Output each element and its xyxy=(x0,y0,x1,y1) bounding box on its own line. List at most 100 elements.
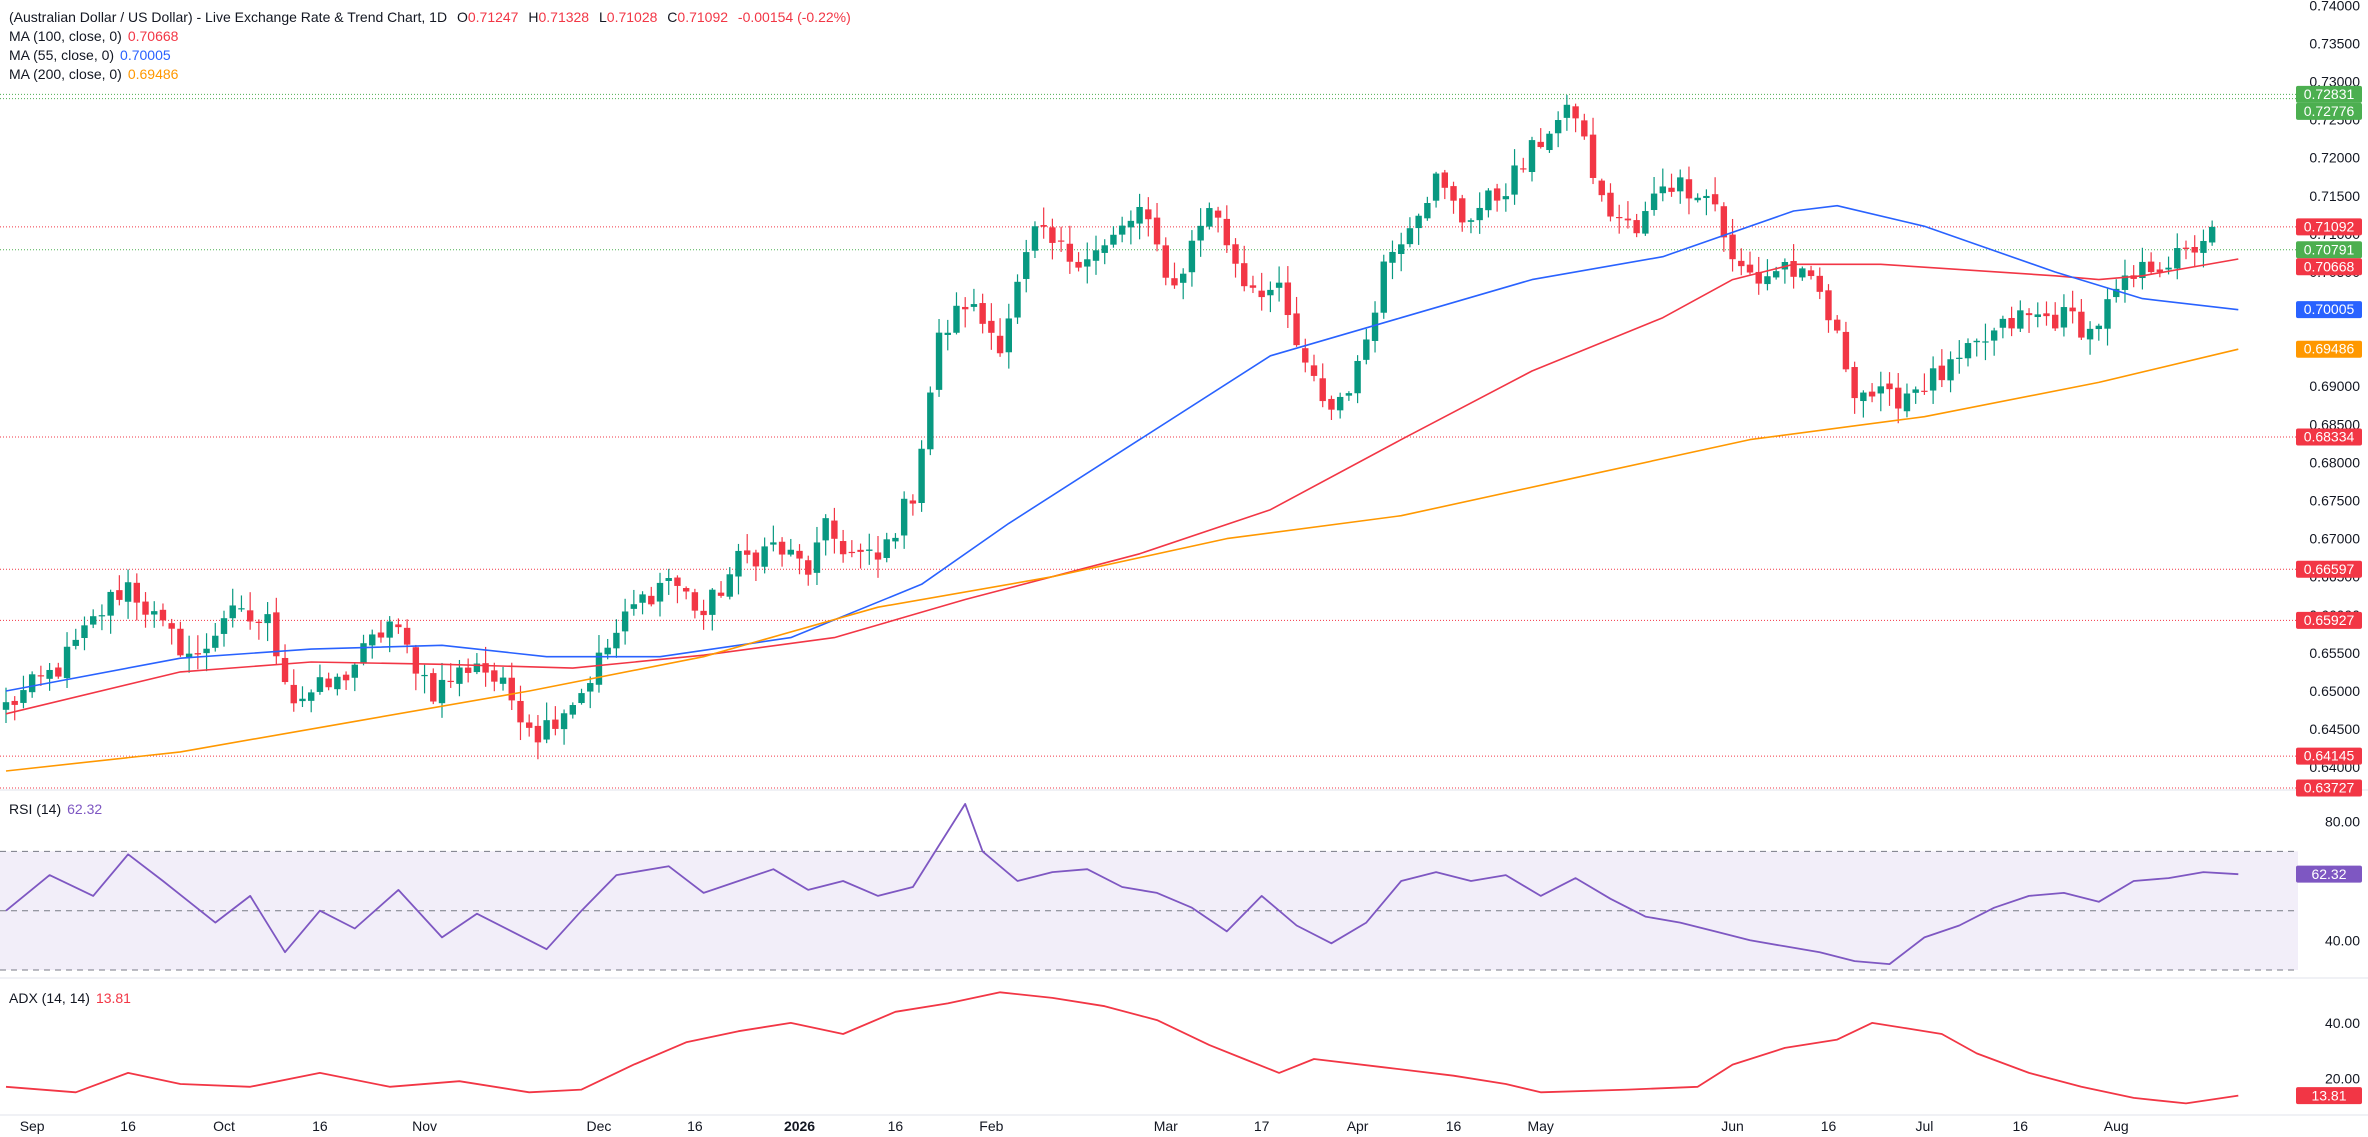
candle-down xyxy=(1868,391,1876,397)
candle-up xyxy=(107,591,114,616)
candle-down xyxy=(848,551,856,554)
candle-up xyxy=(900,498,908,536)
candle-up xyxy=(560,713,568,730)
price-tick-label: 0.68000 xyxy=(2309,454,2360,470)
candle-up xyxy=(1903,393,1911,412)
candle-down xyxy=(377,632,385,638)
time-tick-label: 16 xyxy=(687,1118,703,1134)
candle-down xyxy=(1066,243,1074,262)
candle-up xyxy=(1380,261,1387,313)
price-axis: 0.740000.735000.730000.725000.720000.715… xyxy=(2309,0,2360,1086)
candle-down xyxy=(691,592,699,611)
candle-up xyxy=(299,698,306,702)
time-tick-label: 16 xyxy=(1821,1118,1837,1134)
candle-up xyxy=(1371,312,1379,341)
candle-down xyxy=(1711,194,1719,205)
candle-down xyxy=(1249,285,1257,288)
candle-up xyxy=(1406,228,1414,245)
candle-up xyxy=(1136,206,1143,224)
rsi-legend[interactable]: RSI (14) 62.32 xyxy=(9,801,103,817)
time-tick-label: Aug xyxy=(2104,1118,2129,1134)
candle-down xyxy=(1938,365,1946,381)
candle-up xyxy=(569,705,576,715)
candle-up xyxy=(770,542,777,545)
ma100-legend[interactable]: MA (100, close, 0) 0.70668 xyxy=(9,28,179,44)
candle-down xyxy=(1493,188,1501,201)
ma55-value: 0.70005 xyxy=(120,47,171,63)
ma200-legend[interactable]: MA (200, close, 0) 0.69486 xyxy=(9,66,179,82)
price-tag-label: 0.66597 xyxy=(2304,561,2355,577)
candle-down xyxy=(1633,220,1640,234)
candle-down xyxy=(1607,192,1614,217)
price-tag xyxy=(2296,85,2362,103)
candle-up xyxy=(1110,234,1117,245)
candle-up xyxy=(1929,368,1937,391)
candle-down xyxy=(325,678,332,688)
time-tick-label: Oct xyxy=(213,1118,235,1134)
candle-up xyxy=(1180,273,1187,283)
price-tag-label: 0.65927 xyxy=(2304,612,2355,628)
candle-down xyxy=(2156,269,2164,273)
candle-down xyxy=(1738,260,1745,267)
candle-down xyxy=(526,722,533,728)
candle-down xyxy=(1834,319,1841,331)
candle-up xyxy=(151,611,158,615)
moving-averages xyxy=(5,204,2239,772)
candle-up xyxy=(1956,357,1963,359)
ma55-legend[interactable]: MA (55, close, 0) 0.70005 xyxy=(9,47,171,63)
candle-down xyxy=(700,610,707,616)
candle-down xyxy=(1075,261,1082,268)
candle-down xyxy=(2191,247,2198,253)
price-tag xyxy=(2296,218,2362,236)
candle-up xyxy=(813,542,821,573)
price-tick-label: 0.65500 xyxy=(2309,645,2360,661)
time-tick-label: Feb xyxy=(979,1118,1003,1134)
time-tick-label: Mar xyxy=(1154,1118,1178,1134)
time-tick-label: Dec xyxy=(587,1118,612,1134)
candle-down xyxy=(1450,186,1457,201)
candles xyxy=(2,94,2216,760)
rsi-line xyxy=(5,803,2239,965)
candle-up xyxy=(1389,251,1396,263)
candle-down xyxy=(159,609,167,621)
time-tick-label: Jul xyxy=(1915,1118,1933,1134)
time-tick-label: 16 xyxy=(1446,1118,1462,1134)
candle-down xyxy=(1790,261,1797,277)
candle-up xyxy=(935,332,943,390)
price-tick-label: 0.73000 xyxy=(2309,74,2360,90)
candle-down xyxy=(1720,206,1728,238)
price-tag-label: 0.72831 xyxy=(2304,86,2355,102)
candle-up xyxy=(1563,104,1571,118)
candle-down xyxy=(1232,244,1239,264)
candle-down xyxy=(1153,217,1161,245)
candle-up xyxy=(866,549,873,551)
candle-up xyxy=(98,615,106,617)
candle-up xyxy=(238,608,245,610)
candle-down xyxy=(55,667,62,677)
candle-up xyxy=(1336,396,1344,411)
candle-up xyxy=(639,594,646,603)
candle-down xyxy=(1223,218,1230,246)
candle-down xyxy=(1816,275,1823,292)
candle-up xyxy=(595,652,603,685)
candle-up xyxy=(578,693,585,704)
candle-up xyxy=(369,634,376,646)
rsi-value: 62.32 xyxy=(67,801,103,817)
price-tag-label: 0.70668 xyxy=(2304,258,2355,274)
pane-separators xyxy=(0,789,2368,1116)
adx-legend[interactable]: ADX (14, 14) 13.81 xyxy=(9,990,131,1006)
candle-up xyxy=(2104,299,2111,329)
price-tick-label: 0.71500 xyxy=(2309,188,2360,204)
price-tag xyxy=(2296,428,2362,446)
candle-up xyxy=(264,614,271,624)
candle-down xyxy=(491,670,498,682)
candle-down xyxy=(1581,120,1588,137)
candle-down xyxy=(255,621,263,623)
candle-down xyxy=(2052,314,2059,329)
candle-up xyxy=(883,539,890,558)
candle-up xyxy=(2174,248,2181,269)
candle-down xyxy=(552,719,559,729)
candle-up xyxy=(1118,225,1126,235)
price-tick-label: 0.67000 xyxy=(2309,531,2360,547)
